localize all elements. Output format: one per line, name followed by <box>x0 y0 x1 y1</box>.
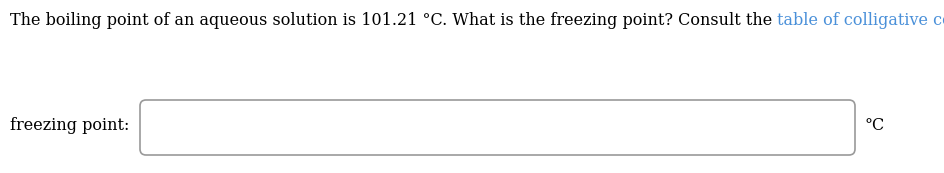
Text: freezing point:: freezing point: <box>10 116 129 134</box>
FancyBboxPatch shape <box>140 100 854 155</box>
Text: The boiling point of an aqueous solution is 101.21 °C. What is the freezing poin: The boiling point of an aqueous solution… <box>10 12 777 29</box>
Text: °C: °C <box>864 116 885 134</box>
Text: table of colligative constants: table of colligative constants <box>777 12 944 29</box>
